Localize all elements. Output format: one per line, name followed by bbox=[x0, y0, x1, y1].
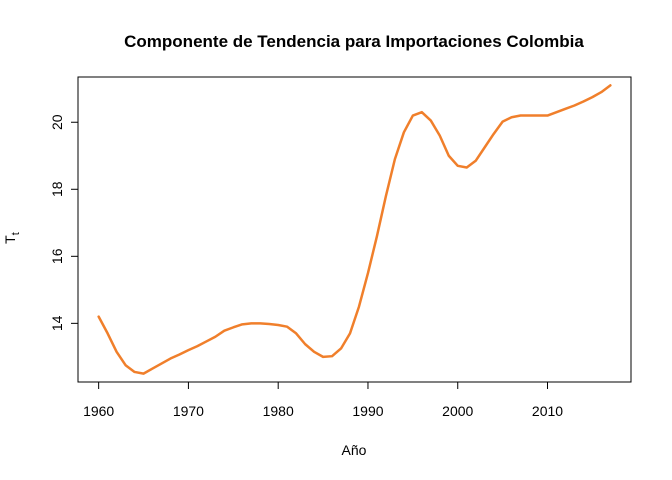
series-layer bbox=[97, 84, 612, 375]
y-tick-label: 14 bbox=[49, 315, 65, 331]
chart-title: Componente de Tendencia para Importacion… bbox=[124, 32, 584, 51]
y-tick-label: 20 bbox=[49, 114, 65, 130]
y-axis: 14 16 18 20 bbox=[49, 114, 79, 331]
y-tick-label: 16 bbox=[49, 248, 65, 264]
x-axis-label: Año bbox=[342, 442, 367, 458]
plot-frame bbox=[77, 76, 632, 383]
y-axis-label: Tt bbox=[2, 232, 22, 244]
x-axis: 1960 1970 1980 1990 2000 2010 bbox=[83, 381, 563, 419]
x-tick-label: 1980 bbox=[263, 403, 294, 419]
x-tick-label: 1990 bbox=[352, 403, 383, 419]
x-tick-label: 1960 bbox=[83, 403, 114, 419]
x-tick-label: 2000 bbox=[442, 403, 473, 419]
trend-line bbox=[97, 84, 612, 375]
y-axis-label-main: T bbox=[2, 235, 18, 244]
y-tick-label: 18 bbox=[49, 181, 65, 197]
x-tick-label: 2010 bbox=[532, 403, 563, 419]
y-axis-label-subscript: t bbox=[10, 232, 22, 235]
x-tick-label: 1970 bbox=[173, 403, 204, 419]
